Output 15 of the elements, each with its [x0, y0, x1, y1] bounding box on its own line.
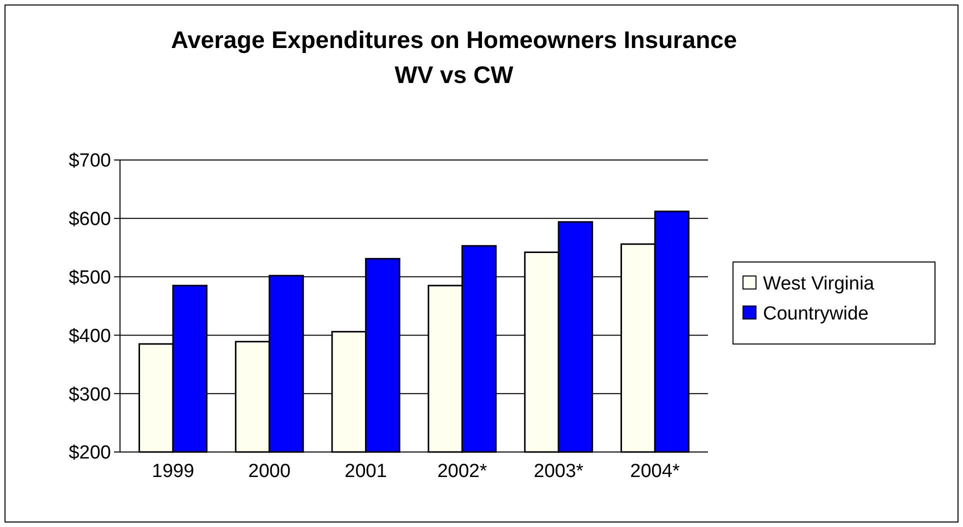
x-tick-label: 2003* — [534, 461, 584, 482]
x-tick-label: 2002* — [437, 461, 488, 482]
x-tick-label: 2004* — [630, 461, 680, 482]
y-tick-label: $600 — [68, 209, 111, 230]
legend-label: Countrywide — [763, 304, 869, 325]
y-tick-label: $300 — [68, 384, 111, 406]
y-tick-label: $200 — [68, 442, 111, 464]
chart-title: Average Expenditures on Homeowners Insurance WV vs CW — [171, 27, 737, 89]
x-tick-label: 2000 — [248, 461, 291, 482]
y-tick-label: $400 — [68, 326, 111, 347]
legend-label: West Virginia — [763, 274, 875, 295]
y-tick-label: $500 — [68, 267, 111, 288]
x-tick-label: 1999 — [152, 461, 194, 482]
y-tick-label: $700 — [68, 150, 111, 172]
x-tick-label: 2001 — [344, 461, 387, 482]
